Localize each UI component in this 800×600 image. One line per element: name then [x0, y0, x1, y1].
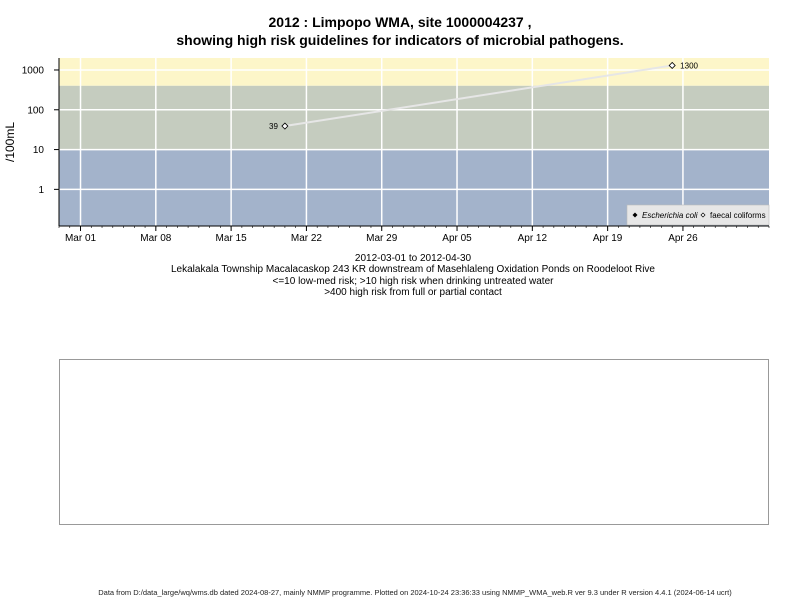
x-tick-label: Apr 05 [442, 233, 472, 244]
x-tick-label: Apr 19 [593, 233, 623, 244]
data-label: 1300 [680, 61, 698, 70]
risk-bands [59, 58, 769, 226]
high-risk-caption: >400 high risk from full or partial cont… [324, 287, 502, 298]
x-tick-label: Apr 12 [518, 233, 548, 244]
chart-title-line2: showing high risk guidelines for indicat… [176, 32, 624, 48]
data-point [281, 122, 289, 130]
series-line [284, 64, 673, 128]
x-tick-label: Mar 29 [366, 233, 398, 244]
legend: Escherichia coli faecal coliforms [626, 204, 770, 226]
empty-plot-panel [59, 359, 769, 525]
legend-entry: faecal coliforms [710, 211, 766, 220]
x-tick-label: Mar 08 [140, 233, 172, 244]
date-range-caption: 2012-03-01 to 2012-04-30 [354, 253, 472, 264]
legend-box [626, 204, 770, 226]
axes: Mar 01 Mar 08 Mar 15 Mar 22 Mar 29 Apr 05 Apr … [3, 58, 770, 244]
data-series: 39 1300 [269, 61, 699, 131]
y-tick-label: 1 [38, 185, 44, 196]
x-tick-label: Mar 01 [65, 233, 97, 244]
data-point [668, 61, 676, 70]
risk-band-0 [59, 58, 769, 86]
site-description-caption: Lekalakala Township Macalacaskop 243 KR … [171, 264, 655, 275]
legend-marker [700, 212, 706, 218]
y-tick-label: 100 [27, 105, 44, 116]
grid-lines [59, 58, 769, 226]
x-tick-label: Mar 22 [291, 233, 323, 244]
footer-note: Data from D:/data_large/wq/wms.db dated … [98, 588, 732, 597]
legend-marker [632, 212, 638, 218]
y-tick-label: 10 [33, 145, 45, 156]
x-tick-label: Apr 26 [668, 233, 698, 244]
data-label: 39 [269, 122, 278, 131]
risk-band-1 [59, 85, 769, 150]
low-risk-caption: <=10 low-med risk; >10 high risk when dr… [272, 276, 554, 287]
x-tick-label: Mar 15 [216, 233, 248, 244]
y-axis-label: /100mL [3, 122, 17, 162]
legend-entry: Escherichia coli [642, 211, 698, 220]
chart-title-line1: 2012 : Limpopo WMA, site 1000004237 , [268, 14, 532, 30]
y-tick-label: 1000 [22, 65, 45, 76]
